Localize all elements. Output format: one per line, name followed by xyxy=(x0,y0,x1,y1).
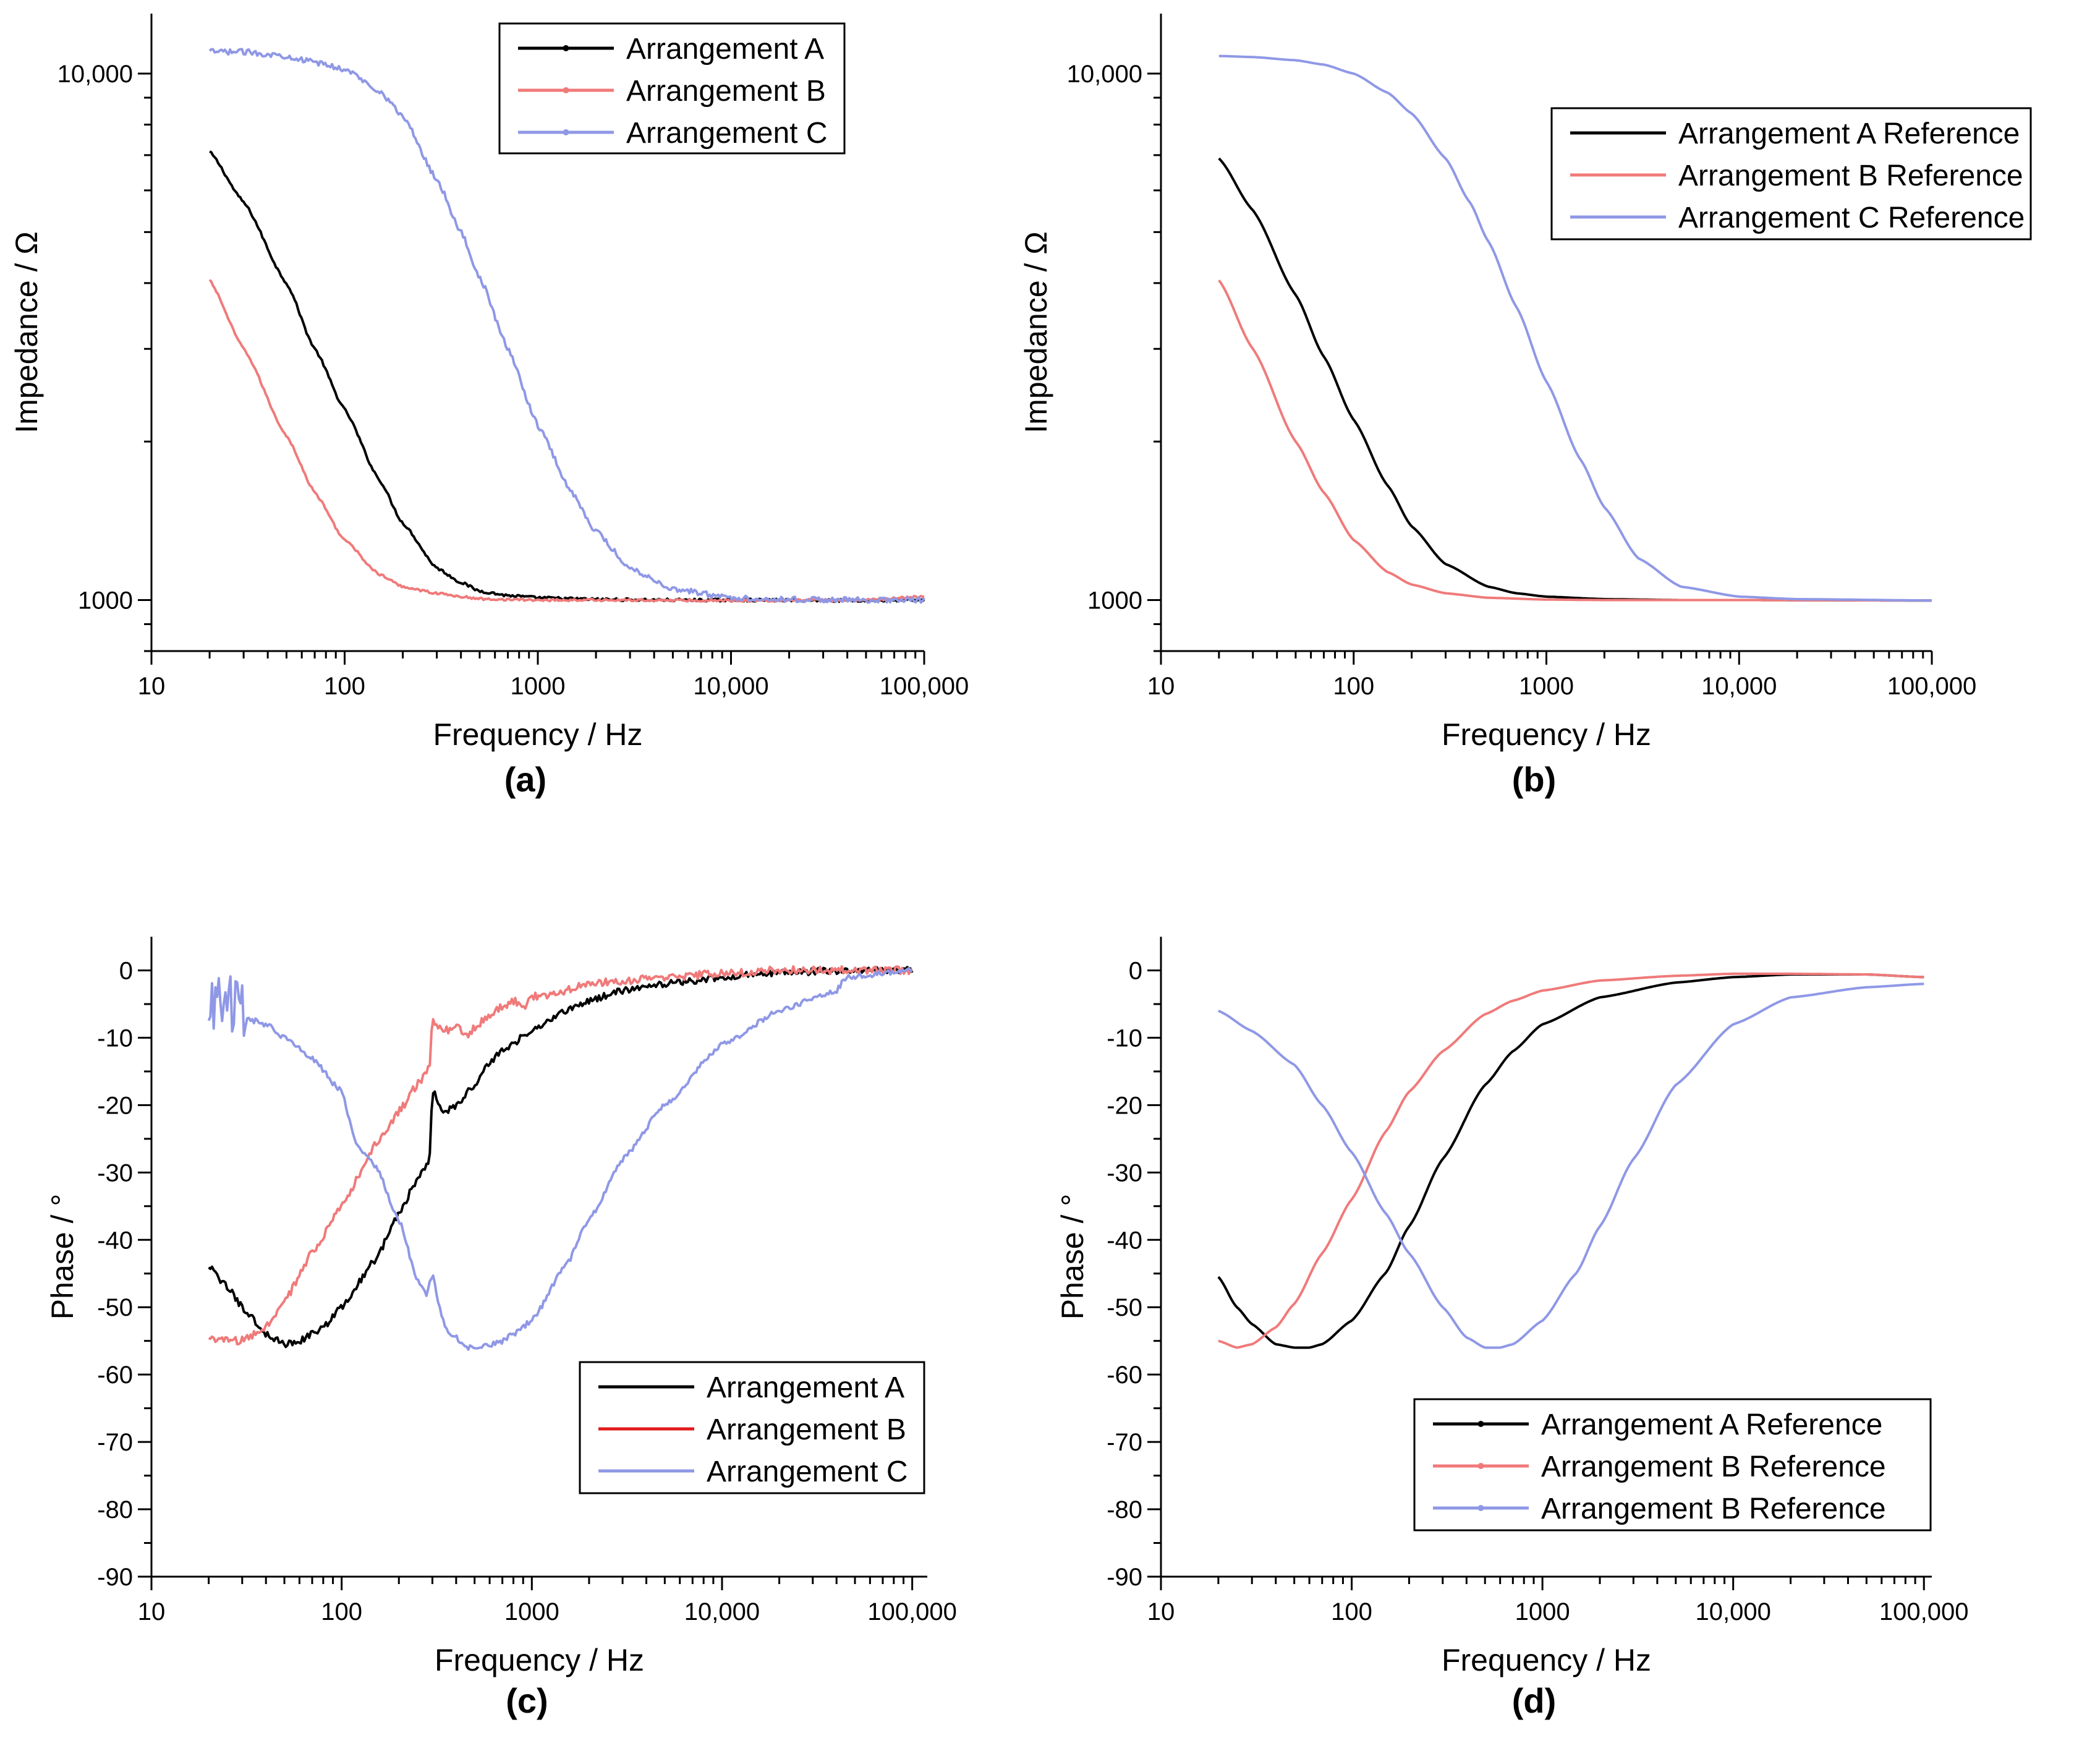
chart-panel-d: 10 100 1000 10,000 100,000 0 -10 -20 -30 -40 -50 -6… xyxy=(1055,937,1969,1720)
y-axis-title: Impedance / Ω xyxy=(1019,231,1053,433)
x-tick-label: 1000 xyxy=(504,1598,559,1626)
panel-label: (b) xyxy=(1512,760,1557,799)
y-tick-label: -10 xyxy=(1107,1025,1142,1052)
y-tick-label: -10 xyxy=(97,1025,133,1052)
x-tick-label: 100,000 xyxy=(867,1598,957,1626)
panel-label: (a) xyxy=(504,760,546,799)
y-tick-label: -70 xyxy=(97,1429,133,1456)
series-line-arrangement-a-reference xyxy=(1217,973,1924,1349)
legend-marker xyxy=(563,87,569,93)
x-tick-label: 10 xyxy=(138,673,166,700)
y-tick-label: -80 xyxy=(97,1496,133,1523)
legend-label: Arrangement C xyxy=(626,117,827,150)
series-line-arrangement-c xyxy=(208,48,925,604)
y-tick-label: -80 xyxy=(1107,1496,1142,1523)
y-tick-label: -90 xyxy=(97,1564,133,1591)
x-tick-label: 1000 xyxy=(1519,673,1574,700)
panel-label: (d) xyxy=(1512,1681,1557,1720)
legend-marker xyxy=(563,45,569,51)
x-tick-label: 100 xyxy=(324,673,365,700)
y-tick-label: -60 xyxy=(97,1361,133,1389)
series-line-arrangement-a xyxy=(209,150,925,603)
x-tick-label: 10,000 xyxy=(693,673,768,700)
y-tick-label: 0 xyxy=(119,957,133,984)
legend: Arrangement A Reference Arrangement B Ref… xyxy=(1550,107,2032,241)
legend-marker xyxy=(1477,1505,1484,1511)
y-axis-title: Phase / ° xyxy=(1055,1194,1090,1319)
y-axis-title: Impedance / Ω xyxy=(9,231,44,433)
legend-label: Arrangement A Reference xyxy=(1678,117,2020,150)
y-tick-label: -70 xyxy=(1107,1429,1142,1456)
x-tick-label: 10 xyxy=(138,1598,166,1626)
legend-label: Arrangement B xyxy=(626,75,826,108)
y-tick-label: 1000 xyxy=(1087,587,1142,614)
panel-label: (c) xyxy=(506,1681,548,1720)
x-tick-label: 100 xyxy=(1333,673,1374,700)
legend-label: Arrangement B xyxy=(707,1413,906,1446)
x-tick-label: 100,000 xyxy=(1879,1598,1969,1626)
y-tick-label: -20 xyxy=(1107,1092,1142,1119)
legend-marker xyxy=(563,129,569,135)
legend-label: Arrangement C xyxy=(707,1455,907,1488)
y-tick-label: -30 xyxy=(97,1159,133,1187)
y-tick-label: 0 xyxy=(1129,957,1142,984)
chart-panel-b: 10 100 1000 10,000 100,000 1000 10,000 Frequenc… xyxy=(1019,14,2032,799)
y-tick-label: -20 xyxy=(97,1092,133,1119)
legend-label: Arrangement A xyxy=(707,1371,904,1404)
y-tick-label: -30 xyxy=(1107,1159,1142,1187)
legend-marker xyxy=(1477,1421,1484,1427)
legend-label: Arrangement B Reference xyxy=(1541,1493,1886,1525)
y-tick-label: -40 xyxy=(1107,1227,1142,1254)
series-line-arrangement-b-reference xyxy=(1218,972,1924,1349)
legend: Arrangement A Arrangement B Arrangement C xyxy=(579,1361,925,1494)
x-tick-label: 10,000 xyxy=(1695,1598,1770,1626)
series-line-arrangement-b xyxy=(208,279,924,603)
legend: Arrangement A Arrangement B Arrangement C xyxy=(498,22,846,155)
x-axis-title: Frequency / Hz xyxy=(1442,1643,1651,1677)
x-tick-label: 1000 xyxy=(511,673,566,700)
x-tick-label: 10 xyxy=(1147,673,1175,700)
x-tick-label: 100,000 xyxy=(1887,673,1977,700)
legend-label: Arrangement B Reference xyxy=(1678,160,2023,192)
legend-label: Arrangement B Reference xyxy=(1541,1451,1886,1483)
x-tick-label: 100,000 xyxy=(880,673,969,700)
series-line-arrangement-a xyxy=(208,966,914,1349)
legend-marker xyxy=(1477,1463,1484,1469)
x-tick-label: 10,000 xyxy=(684,1598,760,1626)
legend-label: Arrangement C Reference xyxy=(1678,202,2025,234)
x-tick-label: 1000 xyxy=(1515,1598,1570,1626)
series-line-arrangement-b-reference xyxy=(1218,982,1924,1349)
x-tick-label: 10,000 xyxy=(1701,673,1777,700)
y-tick-label: 10,000 xyxy=(57,61,133,88)
y-tick-label: -60 xyxy=(1107,1361,1142,1389)
x-axis-title: Frequency / Hz xyxy=(435,1643,644,1677)
y-tick-label: 10,000 xyxy=(1067,61,1142,88)
series-line-arrangement-b-reference xyxy=(1218,279,1932,602)
x-tick-label: 100 xyxy=(1331,1598,1372,1626)
series-line-arrangement-c-reference xyxy=(1218,54,1932,602)
legend: Arrangement A Reference Arrangement B Ref… xyxy=(1413,1398,1932,1532)
x-axis-title: Frequency / Hz xyxy=(433,717,642,752)
y-tick-label: -90 xyxy=(1107,1564,1142,1591)
chart-panel-c: 10 100 1000 10,000 100,000 0 -10 -20 -30 -40 -50 -6… xyxy=(45,937,957,1720)
y-tick-label: -40 xyxy=(97,1227,133,1254)
series-line-arrangement-c xyxy=(207,966,913,1351)
legend-label: Arrangement A xyxy=(626,33,824,66)
chart-panel-a: 10 100 1000 10,000 100,000 1000 10,000 Frequenc… xyxy=(9,14,969,799)
x-axis-title: Frequency / Hz xyxy=(1442,717,1651,752)
series-line-arrangement-b xyxy=(208,965,912,1346)
y-tick-label: -50 xyxy=(1107,1294,1142,1321)
legend-label: Arrangement A Reference xyxy=(1541,1408,1882,1441)
x-tick-label: 100 xyxy=(321,1598,362,1626)
y-axis-title: Phase / ° xyxy=(45,1194,80,1319)
x-tick-label: 10 xyxy=(1147,1598,1175,1626)
y-tick-label: 1000 xyxy=(78,587,133,614)
y-tick-label: -50 xyxy=(97,1294,133,1321)
